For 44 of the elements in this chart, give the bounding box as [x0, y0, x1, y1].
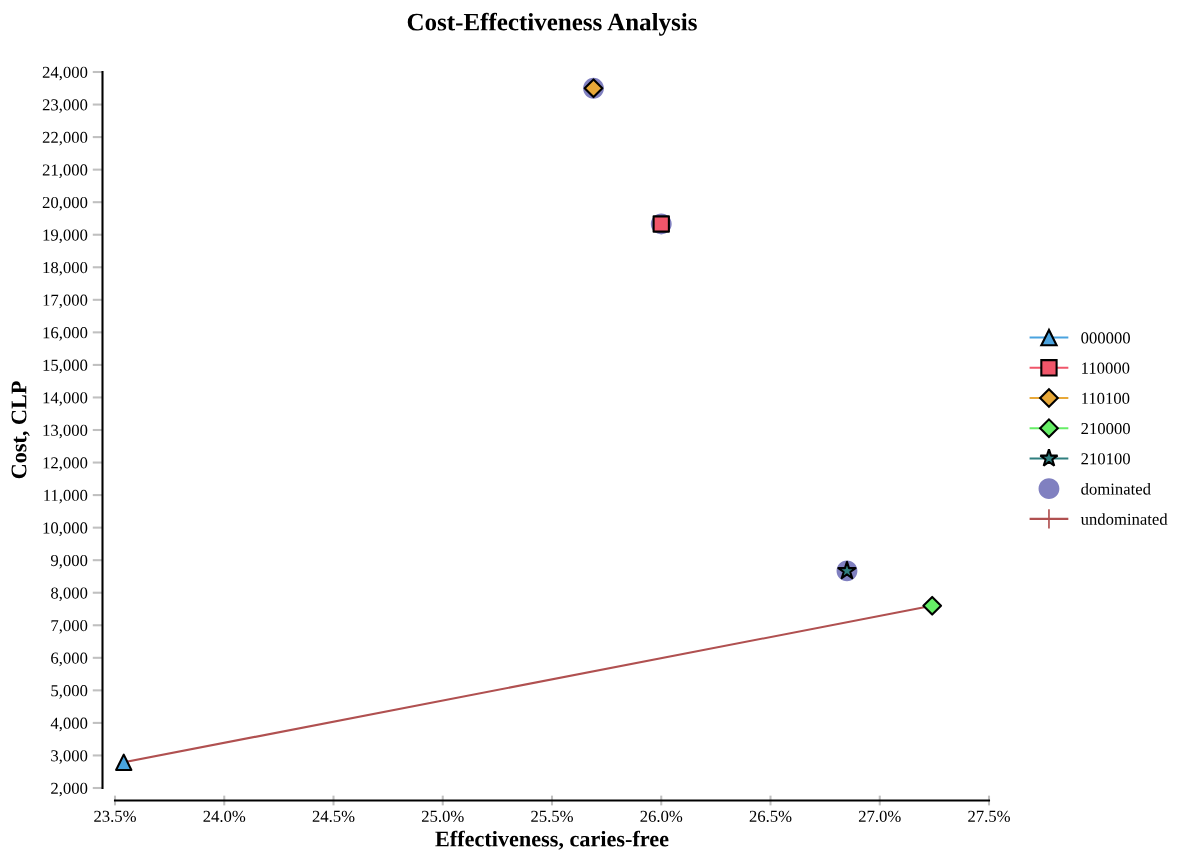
x-tick-label: 24.5% [312, 810, 355, 823]
x-tick-label: 25.0% [421, 810, 464, 823]
y-tick-label: 9,000 [50, 554, 88, 569]
legend-label: 000000 [1081, 332, 1130, 344]
y-tick-label: 22,000 [42, 131, 88, 146]
y-tick-label: 2,000 [51, 782, 88, 797]
legend-label: 210000 [1081, 422, 1130, 435]
y-tick-label: 13,000 [43, 424, 88, 439]
y-axis-title: Cost, CLP [11, 381, 30, 479]
chart-title: Cost-Effectiveness Analysis [407, 12, 697, 36]
y-tick-label: 14,000 [43, 392, 88, 406]
x-tick-label: 25.5% [531, 810, 573, 823]
y-tick-label: 4,000 [50, 717, 88, 732]
legend-label: 210100 [1081, 453, 1130, 465]
y-tick-label: 8,000 [51, 587, 88, 602]
y-tick-label: 17,000 [43, 294, 88, 309]
x-tick-label: 24.0% [203, 810, 246, 823]
y-tick-label: 15,000 [43, 359, 88, 374]
y-tick-label: 18,000 [43, 261, 88, 276]
y-tick-label: 5,000 [51, 685, 88, 699]
legend-label: undominated [1080, 513, 1168, 525]
y-tick-label: 20,000 [42, 196, 88, 211]
legend-label: dominated [1081, 482, 1151, 495]
x-tick-label: 26.5% [749, 810, 792, 823]
x-tick-label: 26.0% [640, 810, 683, 823]
legend-label: 110000 [1082, 362, 1130, 374]
legend-label: 110100 [1082, 392, 1130, 405]
point [115, 753, 133, 771]
y-tick-label: 19,000 [43, 229, 88, 244]
y-tick-label: 7,000 [51, 619, 88, 634]
x-tick-label: 27.5% [968, 810, 1010, 823]
x-tick-label: 23.5% [94, 810, 136, 823]
y-tick-label: 11,000 [44, 489, 88, 504]
y-tick-label: 23,000 [42, 99, 88, 113]
y-tick-label: 16,000 [43, 327, 88, 341]
y-tick-label: 10,000 [43, 522, 88, 536]
y-tick-label: 24,000 [42, 66, 88, 81]
y-tick-label: 6,000 [51, 652, 88, 667]
x-tick-label: 27.0% [858, 810, 901, 823]
y-tick-label: 12,000 [43, 457, 88, 471]
point [922, 595, 943, 616]
y-tick-label: 3,000 [51, 750, 88, 764]
x-axis-title: Effectiveness, caries-free [435, 830, 669, 850]
y-tick-label: 21,000 [42, 164, 88, 178]
